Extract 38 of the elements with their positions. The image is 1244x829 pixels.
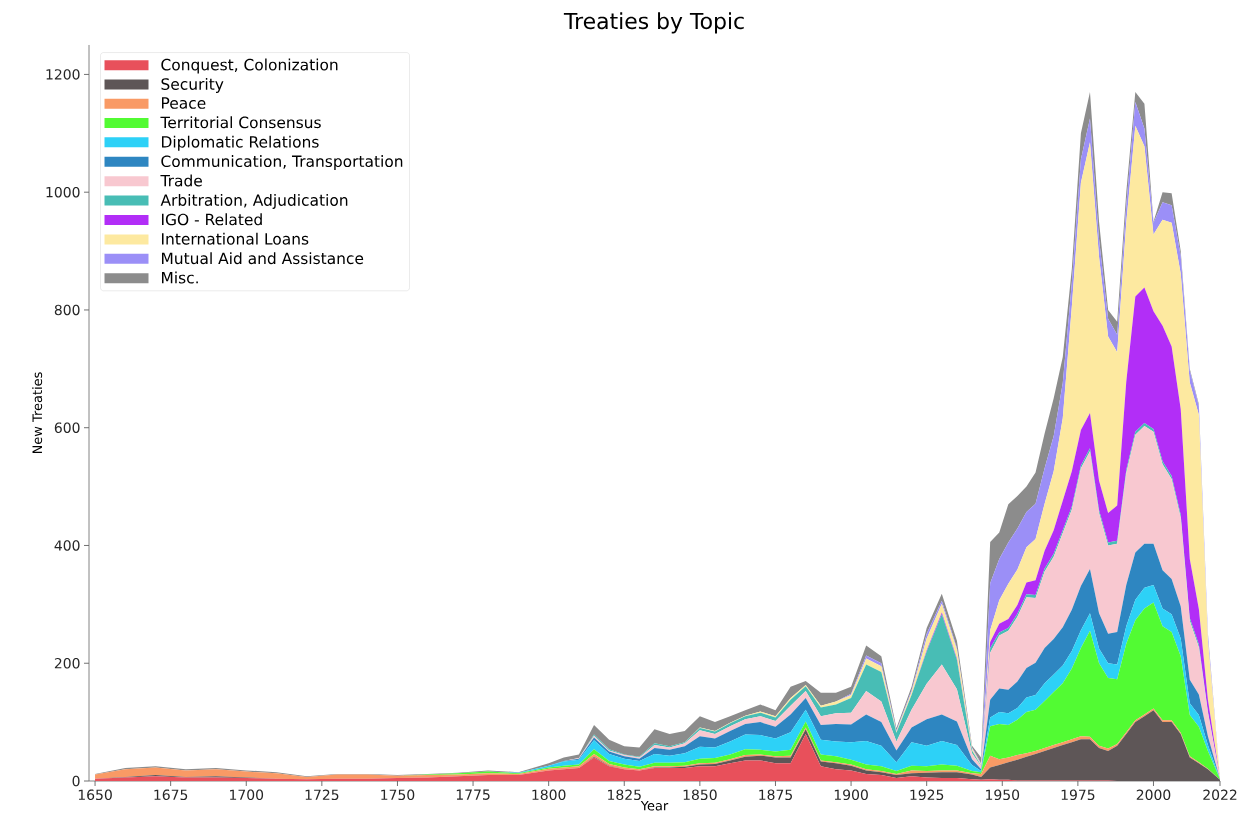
x-tick-label: 1750 (381, 789, 415, 801)
legend-label: International Loans (162, 232, 309, 245)
legend-label: Arbitration, Adjudication (160, 193, 348, 209)
x-tick-label: 1875 (759, 789, 792, 801)
x-tick-label: 1775 (456, 789, 490, 800)
x-tick-label: 2022 (1203, 789, 1237, 801)
y-axis-title: New Treaties (32, 372, 43, 454)
x-axis-title: Year (640, 800, 669, 811)
y-tick-label: 600 (54, 422, 80, 433)
x-tick-label: 1950 (986, 789, 1020, 801)
x-tick-label: 1900 (834, 789, 868, 801)
y-tick-label: 1200 (46, 69, 80, 80)
x-tick-label: 1800 (532, 789, 566, 801)
x-tick-label: 1675 (154, 789, 188, 801)
legend-label: Peace (162, 97, 206, 109)
chart-title: Treaties by Topic (563, 12, 744, 34)
x-tick-label: 1650 (78, 789, 112, 801)
legend-label: Trade (160, 174, 202, 187)
legend-label: Conquest, Colonization (161, 58, 338, 74)
legend-label: Territorial Consensus (160, 116, 321, 129)
x-tick-label: 1925 (910, 789, 944, 801)
x-tick-label: 1850 (683, 789, 717, 801)
x-tick-label: 1975 (1061, 789, 1095, 801)
legend-label: Communication, Transportation (161, 155, 403, 171)
legend-label: Misc. (162, 271, 198, 284)
y-tick-label: 1000 (46, 186, 80, 198)
x-tick-label: 1725 (305, 789, 339, 801)
x-tick-label: 1700 (230, 789, 264, 801)
legend-label: Mutual Aid and Assistance (162, 252, 364, 265)
x-tick-label: 1825 (608, 789, 641, 801)
y-tick-label: 400 (54, 540, 80, 551)
x-tick-label: 2000 (1136, 789, 1171, 801)
y-tick-label: 800 (54, 304, 80, 316)
legend-label: IGO - Related (162, 213, 262, 226)
y-tick-label: 0 (72, 775, 80, 787)
legend-label: Security (161, 77, 224, 93)
legend-label: Diplomatic Relations (162, 135, 319, 151)
y-tick-label: 200 (54, 657, 80, 669)
